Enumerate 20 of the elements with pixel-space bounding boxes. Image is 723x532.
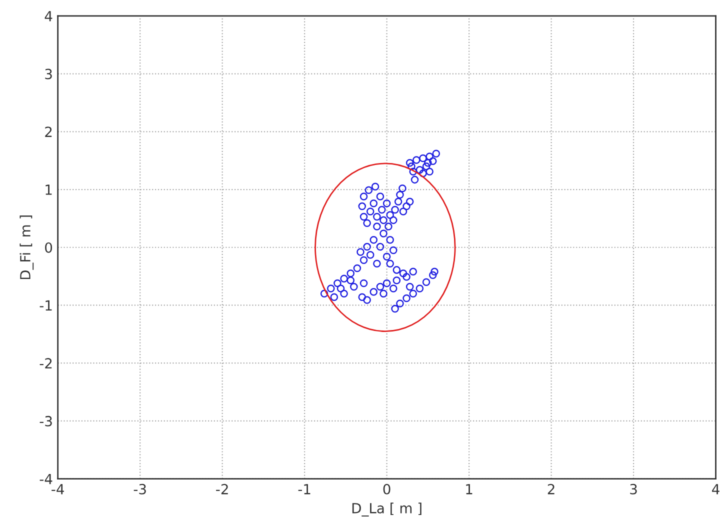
x-axis-title: D_La [ m ] (352, 502, 422, 516)
y-tick-label: 1 (46, 184, 52, 195)
x-tick-label: 4 (712, 484, 720, 494)
x-tick-label: -3 (134, 484, 146, 494)
x-tick-label: 0 (383, 484, 390, 494)
y-tick-label: -1 (40, 300, 52, 311)
y-tick-label: -3 (40, 416, 52, 426)
y-tick-label: -4 (40, 474, 52, 484)
x-tick-label: -2 (216, 484, 228, 494)
x-tick-label: 3 (630, 484, 637, 494)
y-tick-label: 2 (45, 126, 52, 137)
x-tick-label: 2 (548, 484, 554, 494)
x-tick-label: -4 (52, 484, 64, 494)
y-tick-label: 4 (44, 11, 52, 22)
x-tick-label: 1 (466, 484, 472, 494)
y-tick-label: 0 (45, 242, 52, 253)
x-tick-label: -1 (298, 484, 310, 494)
y-tick-label: -2 (40, 358, 52, 368)
y-tick-label: 3 (45, 68, 52, 80)
y-axis-title: D_Fi [ m ] (20, 216, 34, 280)
